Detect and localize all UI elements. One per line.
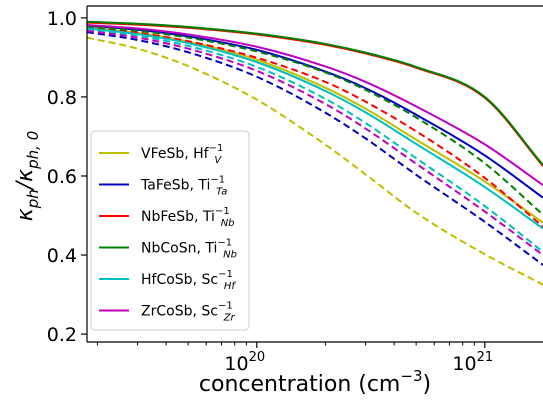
series-line-hfcosb-sc-dashed: [87, 28, 543, 253]
series-line-zrcosb-sc-dashed: [87, 29, 543, 256]
legend: VFeSb, Hf−1 V TaFeSb, Ti−1 Ta NbFeSb, Ti−1 Nb…: [90, 130, 250, 331]
legend-entry-label: NbFeSb, Ti−1 Nb: [141, 206, 235, 229]
legend-entry-label: HfCoSb, Sc−1 Hf: [141, 269, 236, 292]
x-axis-label: concentration (cm−3): [199, 367, 431, 397]
legend-entry-label: TaFeSb, Ti−1 Ta: [140, 175, 227, 198]
y-tick-label: 0.2: [47, 324, 77, 346]
x-tick-label: 1021: [452, 350, 493, 375]
series-line-vfesb-hf-dashed: [87, 36, 543, 286]
series-line-nbfesb-ti-dashed: [87, 26, 543, 228]
series-line-tafesb-ti-dashed: [87, 31, 543, 266]
legend-box: [90, 130, 250, 331]
y-tick-label: 0.4: [47, 245, 77, 267]
y-tick-label: 0.6: [47, 166, 77, 188]
axes: 0.2 0.4 0.6 0.8 1.0 1020 1021 concentration (cm…: [13, 5, 543, 397]
legend-entry-label: VFeSb, Hf−1 V: [141, 143, 223, 166]
series-line-nbcosn-ti-solid: [87, 20, 543, 166]
y-axis-label: κph/κph, 0: [13, 131, 42, 222]
series-layer: [87, 20, 543, 286]
y-tick-label: 0.8: [47, 87, 77, 109]
series-line-zrcosb-sc-solid: [87, 23, 543, 186]
legend-entry-label: NbCoSn, Ti−1 Nb: [141, 238, 237, 261]
y-tick-label: 1.0: [47, 8, 77, 30]
series-line-hfcosb-sc-solid: [87, 27, 543, 230]
x-tick-label: 1020: [224, 350, 265, 375]
legend-entry-label: ZrCoSb, Sc−1 Zr: [141, 301, 236, 324]
series-line-nbcosn-ti-dashed: [87, 25, 543, 216]
